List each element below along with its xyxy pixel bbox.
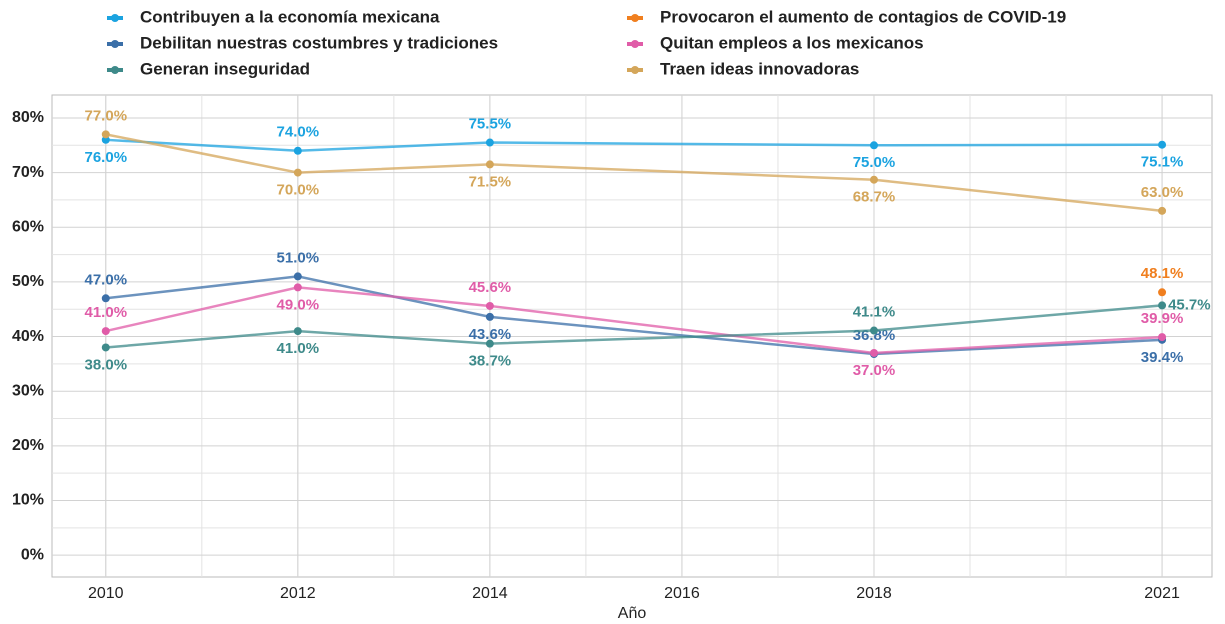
data-point xyxy=(485,160,494,169)
data-label: 74.0% xyxy=(277,124,320,141)
y-tick-label: 70% xyxy=(12,164,44,181)
legend-swatch xyxy=(111,40,119,48)
legend-label: Provocaron el aumento de contagios de CO… xyxy=(660,7,1066,26)
data-label: 41.1% xyxy=(853,304,896,321)
legend-label: Quitan empleos a los mexicanos xyxy=(660,33,924,52)
legend-swatch xyxy=(111,14,119,22)
data-point xyxy=(869,326,878,335)
data-point xyxy=(101,343,110,352)
legend-swatch xyxy=(631,40,639,48)
legend-swatch xyxy=(631,66,639,74)
data-point xyxy=(485,339,494,348)
legend-label: Debilitan nuestras costumbres y tradicio… xyxy=(140,33,498,52)
data-point xyxy=(485,312,494,321)
data-label: 51.0% xyxy=(277,249,320,266)
legend-swatch xyxy=(631,14,639,22)
x-tick-label: 2016 xyxy=(664,585,700,602)
data-label: 63.0% xyxy=(1141,184,1184,201)
data-point xyxy=(293,272,302,281)
data-label: 41.0% xyxy=(85,304,128,321)
legend-label: Contribuyen a la economía mexicana xyxy=(140,7,440,26)
data-point xyxy=(101,294,110,303)
data-point xyxy=(869,141,878,150)
data-label: 38.7% xyxy=(469,353,512,370)
y-tick-label: 80% xyxy=(12,109,44,126)
y-tick-label: 50% xyxy=(12,273,44,290)
data-label: 48.1% xyxy=(1141,265,1184,282)
data-label: 37.0% xyxy=(853,362,896,379)
x-axis-label: Año xyxy=(618,605,647,622)
data-label: 75.5% xyxy=(469,116,512,133)
data-point xyxy=(485,301,494,310)
data-point xyxy=(869,348,878,357)
data-point xyxy=(293,327,302,336)
data-label: 75.0% xyxy=(853,154,896,171)
data-label: 76.0% xyxy=(85,149,128,166)
data-point xyxy=(485,138,494,147)
x-tick-label: 2010 xyxy=(88,585,124,602)
data-label: 38.0% xyxy=(85,356,128,373)
data-point xyxy=(293,283,302,292)
y-tick-label: 20% xyxy=(12,437,44,454)
data-label: 47.0% xyxy=(85,271,128,288)
data-point xyxy=(1158,288,1167,297)
y-tick-label: 60% xyxy=(12,218,44,235)
x-tick-label: 2014 xyxy=(472,585,508,602)
data-point xyxy=(1158,333,1167,342)
data-label: 70.0% xyxy=(277,182,320,199)
data-label: 41.0% xyxy=(277,340,320,357)
x-tick-label: 2012 xyxy=(280,585,316,602)
legend-swatch xyxy=(111,66,119,74)
y-tick-label: 10% xyxy=(12,492,44,509)
data-label: 45.7% xyxy=(1168,296,1211,313)
data-label: 45.6% xyxy=(469,279,512,296)
data-point xyxy=(293,146,302,155)
data-label: 75.1% xyxy=(1141,154,1184,171)
data-label: 71.5% xyxy=(469,173,512,190)
data-point xyxy=(1158,140,1167,149)
data-point xyxy=(1158,206,1167,215)
data-point xyxy=(101,130,110,139)
data-point xyxy=(293,168,302,177)
data-label: 49.0% xyxy=(277,296,320,313)
data-point xyxy=(101,135,110,144)
x-tick-label: 2021 xyxy=(1144,585,1180,602)
y-tick-label: 30% xyxy=(12,382,44,399)
y-tick-label: 0% xyxy=(21,546,44,563)
data-point xyxy=(1158,301,1167,310)
x-tick-label: 2018 xyxy=(856,585,892,602)
legend-label: Generan inseguridad xyxy=(140,59,310,78)
data-label: 43.6% xyxy=(469,326,512,343)
y-tick-label: 40% xyxy=(12,328,44,345)
data-point xyxy=(869,175,878,184)
data-label: 68.7% xyxy=(853,189,896,206)
data-label: 39.9% xyxy=(1141,310,1184,327)
data-label: 39.4% xyxy=(1141,349,1184,366)
data-point xyxy=(101,327,110,336)
data-label: 77.0% xyxy=(85,107,128,124)
legend-label: Traen ideas innovadoras xyxy=(660,59,859,78)
